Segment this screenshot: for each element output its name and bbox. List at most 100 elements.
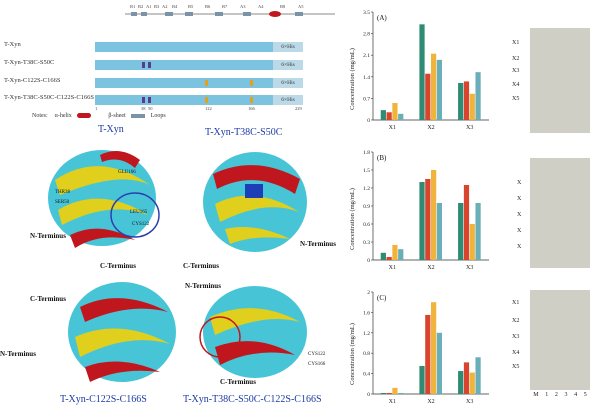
n-terminus-label: N-Terminus bbox=[300, 240, 336, 248]
x-tick-label: X1 bbox=[389, 399, 396, 405]
bar bbox=[386, 112, 392, 120]
y-tick-label: 0.7 bbox=[363, 96, 370, 102]
chart-svg: 0 0.4 0.8 1.2 1.6 2 (C) X1 X2 X3 bbox=[363, 290, 489, 405]
bar bbox=[431, 53, 437, 120]
legend-loops: Loops bbox=[150, 113, 166, 119]
panel-label: (C) bbox=[377, 294, 387, 302]
x-tick-label: X3 bbox=[466, 399, 473, 405]
bar bbox=[436, 332, 443, 394]
tlc-label: X3 bbox=[512, 68, 520, 74]
his-tag: 6×His bbox=[273, 42, 303, 52]
y-tick-label: 2.1 bbox=[363, 53, 370, 59]
structure-panels: T-Xyn T-Xyn-T38C-S50C T-Xyn-C122S-C166S … bbox=[0, 122, 345, 412]
construct-label: T-Xyn-T38C-S50C bbox=[4, 59, 55, 66]
element-label: B2 bbox=[138, 4, 144, 9]
lane-label: 1 bbox=[545, 392, 549, 398]
tlc-label: X bbox=[517, 212, 522, 218]
bar bbox=[386, 257, 392, 260]
tlc-label: X bbox=[517, 244, 522, 250]
position-label: 38 bbox=[141, 106, 146, 111]
panel-label: (A) bbox=[377, 14, 387, 22]
bar bbox=[398, 249, 404, 260]
mutation-marker bbox=[142, 62, 145, 68]
legend-sheet: β-sheet bbox=[108, 113, 126, 119]
construct-bar: 6×His bbox=[95, 60, 303, 70]
mutation-marker bbox=[148, 97, 151, 103]
tlc-label: X5 bbox=[512, 364, 520, 370]
protein-structure-2 bbox=[203, 152, 307, 252]
bar bbox=[425, 314, 431, 394]
bar bbox=[458, 82, 464, 120]
x-tick-label: X1 bbox=[389, 265, 396, 271]
residue-label: CYS122 bbox=[132, 222, 150, 227]
mutation-marker bbox=[205, 80, 208, 86]
c-terminus-label: C-Terminus bbox=[30, 295, 66, 303]
bar bbox=[419, 24, 425, 120]
bar bbox=[475, 72, 481, 120]
tlc-plate bbox=[530, 290, 590, 390]
tlc-label: X bbox=[517, 196, 522, 202]
chart-b: Concentration (mg/mL) 0 0.3 0.6 0.9 1.2 1.5 1.… bbox=[345, 140, 495, 278]
tlc-label: X bbox=[517, 228, 522, 234]
tlc-label: X1 bbox=[512, 300, 520, 306]
tlc-label: X5 bbox=[512, 96, 520, 102]
c-terminus-label: C-Terminus bbox=[220, 378, 256, 386]
bar bbox=[392, 245, 398, 260]
tlc-label: X2 bbox=[512, 56, 520, 62]
chart-ylabel: Concentration (mg/mL) bbox=[349, 323, 356, 385]
tlc-plate bbox=[530, 28, 590, 133]
bar bbox=[463, 185, 470, 260]
lane-label: 3 bbox=[564, 392, 568, 398]
n-terminus-label: N-Terminus bbox=[30, 232, 66, 240]
structure-caption: T-Xyn-C122S-C166S bbox=[60, 394, 147, 405]
bar bbox=[469, 224, 475, 260]
tlc-lane-labels: M 1 2 3 4 5 bbox=[530, 392, 590, 402]
mutation-marker bbox=[250, 80, 253, 86]
panel-label: (B) bbox=[377, 154, 387, 162]
bar bbox=[431, 302, 437, 394]
bar bbox=[380, 110, 386, 120]
construct-row: T-Xyn-T38C-S50C-C122S-C166S 6×His bbox=[0, 93, 335, 107]
bar bbox=[392, 387, 398, 394]
element-label: A5 bbox=[298, 4, 304, 9]
element-label: B8 bbox=[280, 4, 286, 9]
x-tick-label: X3 bbox=[466, 125, 473, 131]
residue-label: SER50 bbox=[55, 200, 70, 205]
x-tick-label: X1 bbox=[389, 125, 396, 131]
construct-label: T-Xyn-T38C-S50C-C122S-C166S bbox=[4, 94, 95, 101]
tlc-plate bbox=[530, 158, 590, 268]
construct-bar: 6×His bbox=[95, 42, 303, 52]
y-tick-label: 2 bbox=[367, 290, 370, 296]
position-label: 229 bbox=[295, 106, 302, 111]
element-label: A1 bbox=[146, 4, 152, 9]
bar bbox=[380, 392, 386, 394]
n-terminus-label: N-Terminus bbox=[0, 350, 36, 358]
bar bbox=[425, 179, 431, 260]
position-label: 50 bbox=[148, 106, 153, 111]
element-label: A2 bbox=[162, 4, 168, 9]
structure-caption: T-Xyn-T38C-S50C bbox=[205, 127, 283, 138]
chart-ylabel: Concentration (mg/mL) bbox=[349, 48, 356, 110]
bar-charts: Concentration (mg/mL) 0 0.7 1.4 2.1 2.8 3.5 (A… bbox=[345, 0, 495, 412]
element-label: A3 bbox=[240, 4, 246, 9]
construct-row: T-Xyn-C122S-C166S 6×His bbox=[0, 76, 335, 90]
mutation-marker bbox=[142, 97, 145, 103]
mutation-marker bbox=[205, 97, 208, 103]
y-tick-label: 0.8 bbox=[363, 351, 370, 357]
mutation-marker bbox=[250, 97, 253, 103]
his-tag: 6×His bbox=[273, 95, 303, 105]
y-tick-label: 0.4 bbox=[363, 372, 370, 378]
construct-row: T-Xyn-T38C-S50C 6×His bbox=[0, 58, 335, 72]
tlc-label: X2 bbox=[512, 318, 520, 324]
tlc-label: X3 bbox=[512, 334, 520, 340]
y-tick-label: 1.8 bbox=[363, 150, 370, 156]
bar bbox=[469, 93, 475, 120]
bar bbox=[463, 81, 470, 120]
bar bbox=[398, 392, 404, 394]
structure-caption: T-Xyn-T38C-S50C-C122S-C166S bbox=[183, 394, 322, 405]
legend-notes: Notes: bbox=[32, 113, 48, 119]
legend-helix: α-helix bbox=[54, 113, 72, 119]
sheet-swatch bbox=[131, 113, 146, 118]
y-tick-label: 0 bbox=[367, 392, 370, 398]
y-tick-label: 1.2 bbox=[363, 331, 370, 337]
